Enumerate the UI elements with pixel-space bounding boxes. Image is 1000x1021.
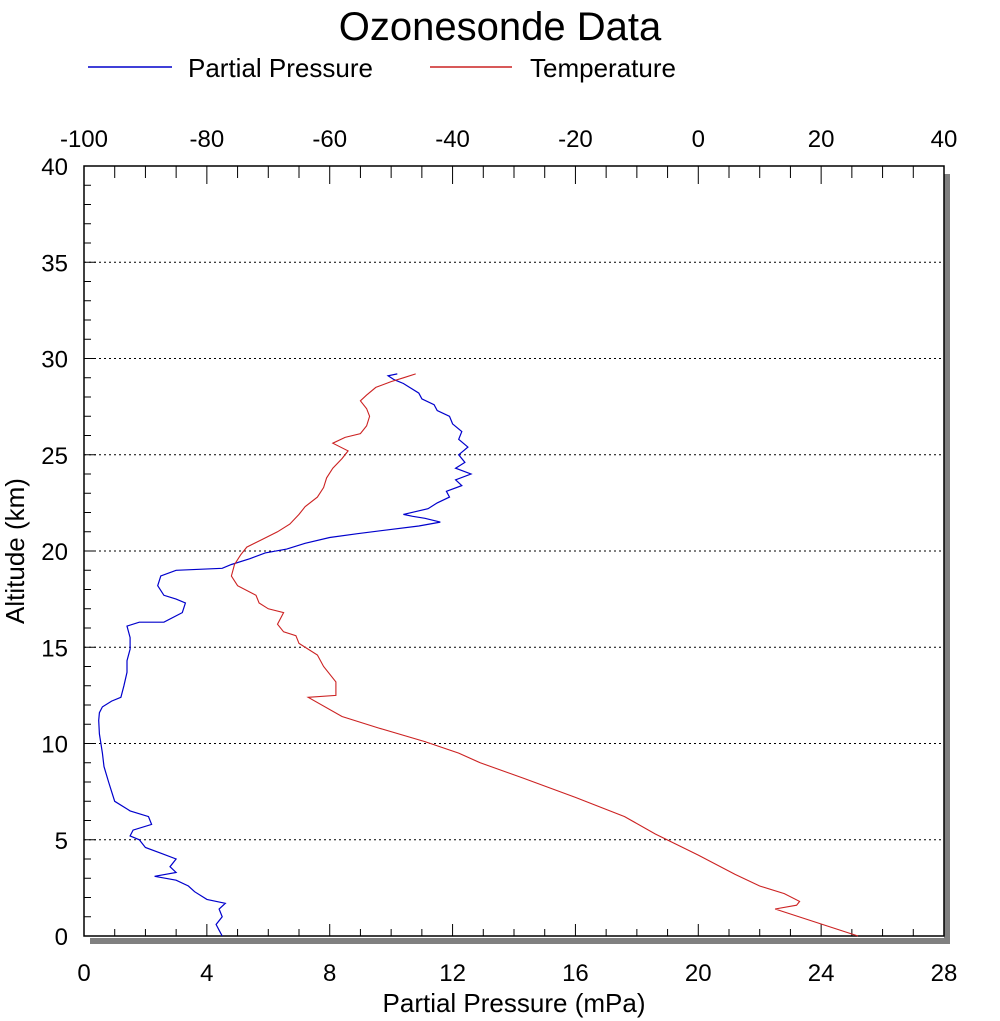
x-top-tick-label: -80 <box>190 126 225 153</box>
x-bottom-tick-label: 16 <box>562 960 589 987</box>
series-partial-pressure <box>98 373 473 937</box>
y-tick-label: 20 <box>41 539 68 566</box>
x-top-tick-label: 0 <box>692 126 705 153</box>
y-tick-label: 15 <box>41 635 68 662</box>
x-bottom-tick-label: 28 <box>931 960 958 987</box>
legend: Partial Pressure Temperature <box>88 53 676 83</box>
grid <box>84 261 944 841</box>
y-tick-label: 30 <box>41 347 68 374</box>
bottom-axis-tick-labels: 0 4 8 12 16 20 24 28 <box>77 960 957 987</box>
legend-label-partial-pressure: Partial Pressure <box>188 53 373 83</box>
x-bottom-tick-label: 12 <box>439 960 466 987</box>
y-tick-label: 25 <box>41 443 68 470</box>
x-bottom-tick-label: 24 <box>808 960 835 987</box>
x-bottom-tick-label: 20 <box>685 960 712 987</box>
y-tick-label: 10 <box>41 732 68 759</box>
y-tick-label: 5 <box>55 828 68 855</box>
y-axis-label: Altitude (km) <box>0 478 30 624</box>
axis-ticks <box>83 165 945 937</box>
x-bottom-tick-label: 4 <box>200 960 213 987</box>
x-top-tick-label: -20 <box>558 126 593 153</box>
series-temperature <box>230 373 859 937</box>
x-top-tick-label: -60 <box>312 126 347 153</box>
x-top-tick-label: -100 <box>60 126 108 153</box>
x-top-tick-label: 40 <box>931 126 958 153</box>
plot-shadow-right <box>944 174 950 944</box>
y-axis-tick-labels: 0 5 10 15 20 25 30 35 40 <box>41 154 68 951</box>
chart-title: Ozonesonde Data <box>339 5 662 49</box>
x-top-tick-label: 20 <box>808 126 835 153</box>
top-axis-tick-labels: -100 -80 -60 -40 -20 0 20 40 <box>60 126 957 153</box>
legend-label-temperature: Temperature <box>530 53 676 83</box>
x-top-tick-label: -40 <box>435 126 470 153</box>
x-bottom-tick-label: 0 <box>77 960 90 987</box>
x-bottom-tick-label: 8 <box>323 960 336 987</box>
x-axis-label: Partial Pressure (mPa) <box>383 988 646 1018</box>
plot-shadow-bottom <box>90 938 950 944</box>
y-tick-label: 35 <box>41 250 68 277</box>
y-tick-label: 0 <box>55 924 68 951</box>
y-tick-label: 40 <box>41 154 68 181</box>
